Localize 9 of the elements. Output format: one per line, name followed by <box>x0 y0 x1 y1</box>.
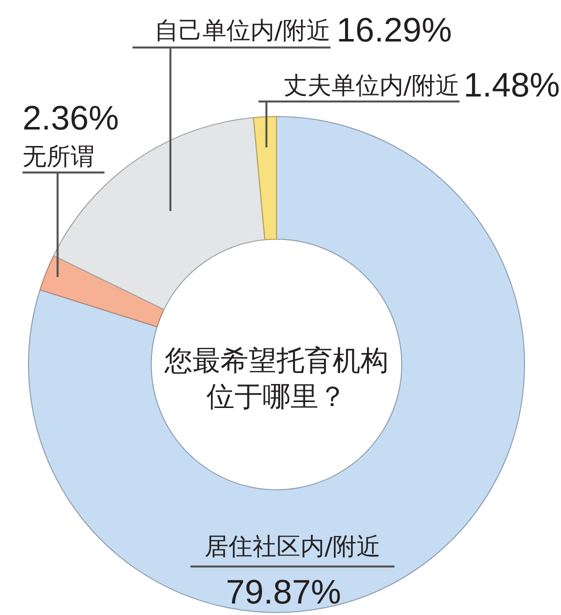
data-label: 79.87% <box>226 574 342 612</box>
slice-label: 无所谓 <box>22 142 94 170</box>
data-label: 16.29% <box>336 12 452 50</box>
data-label: 2.36% <box>22 100 119 138</box>
data-label: 1.48% <box>464 66 560 104</box>
slice-label: 自己单位内/附近 <box>154 16 331 44</box>
text: 您最希望托育机构位于哪里？ <box>164 344 388 414</box>
slice-label: 丈夫单位内/附近 <box>283 72 460 100</box>
slice-label: 居住社区内/附近 <box>204 532 381 560</box>
